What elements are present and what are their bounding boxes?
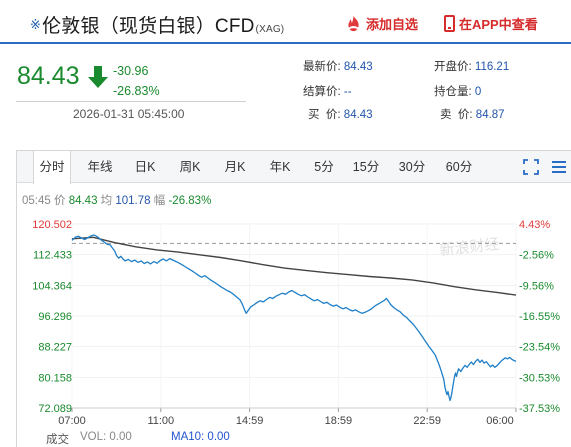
settle-price: 结算价: -- xyxy=(303,83,352,99)
change-value: -30.96 xyxy=(113,64,149,78)
arrow-down-icon xyxy=(88,66,108,88)
y-tick-label: 104.364 xyxy=(32,280,72,292)
title-mark: ※ xyxy=(30,17,42,32)
y-right-tick-label: 4.43% xyxy=(519,219,550,231)
y-right-tick-label: -2.56% xyxy=(519,250,554,262)
latest-price: 最新价: 84.43 xyxy=(303,58,373,74)
y-tick-label: 80.158 xyxy=(38,372,72,384)
x-tick-label: 11:00 xyxy=(147,415,174,427)
open-interest-label: 持仓量: xyxy=(434,86,472,98)
settle-price-label: 结算价: xyxy=(303,86,341,98)
menu-icon[interactable] xyxy=(552,160,566,174)
quote-time: 2026-01-31 05:45:00 xyxy=(73,107,185,121)
cursor-time: 05:45 xyxy=(22,195,51,207)
y-right-tick-label: -37.53% xyxy=(519,403,560,415)
cursor-price: 84.43 xyxy=(68,195,98,207)
open-price-value: 116.21 xyxy=(474,61,510,73)
title-symbol: (XAG) xyxy=(255,24,285,35)
add-favorite-label: 添加自选 xyxy=(366,17,419,32)
tab-60min[interactable]: 60分 xyxy=(445,160,473,174)
tab-year-line[interactable]: 年线 xyxy=(87,160,113,174)
period-tabs: 分时 年线 日K 周K 月K 年K 5分 15分 30分 60分 xyxy=(17,151,571,184)
volume-value: VOL: 0.00 xyxy=(80,431,132,443)
bid-price: 买 价: 84.43 xyxy=(308,106,373,122)
bid-price-label: 买 价: xyxy=(308,109,341,121)
y-right-tick-label: -30.53% xyxy=(519,372,560,384)
current-price: 84.43 xyxy=(17,62,80,90)
y-tick-label: 120.502 xyxy=(32,219,72,231)
fullscreen-icon[interactable] xyxy=(523,159,539,175)
y-right-tick-label: -23.54% xyxy=(519,342,560,354)
y-right-tick-label: -9.56% xyxy=(519,280,554,292)
open-interest: 持仓量: 0 xyxy=(434,83,481,99)
change-percent: -26.83% xyxy=(113,84,160,98)
x-tick-label: 22:59 xyxy=(413,415,441,427)
tab-15min[interactable]: 15分 xyxy=(352,160,380,174)
fire-icon xyxy=(348,15,359,32)
cursor-info: 05:45 价 84.43 均 101.78 幅 -26.83% xyxy=(22,192,211,208)
price-line xyxy=(71,234,517,402)
x-tick-label: 18:59 xyxy=(325,415,353,427)
y-axis-right: 4.43% -2.56% -9.56% -16.55% -23.54% -30.53% -3… xyxy=(519,219,560,415)
cursor-amp: -26.83% xyxy=(168,195,212,207)
average-price-line xyxy=(71,236,517,296)
price-change: -30.96 -26.83% xyxy=(113,61,160,101)
bid-price-value: 84.43 xyxy=(343,109,373,121)
latest-price-value: 84.43 xyxy=(343,61,373,73)
y-tick-label: 96.296 xyxy=(38,311,72,323)
latest-price-label: 最新价: xyxy=(303,61,341,73)
view-in-app-button[interactable]: 在APP中查看 xyxy=(444,14,538,33)
y-tick-label: 72.089 xyxy=(38,403,72,415)
view-in-app-label: 在APP中查看 xyxy=(459,17,538,32)
cursor-avg: 101.78 xyxy=(115,195,151,207)
ask-price-label: 卖 价: xyxy=(440,109,473,121)
page-title: ※伦敦银（现货白银）CFD(XAG) xyxy=(30,11,284,38)
indicator-label[interactable]: 成交 xyxy=(46,434,69,446)
open-price: 开盘价: 116.21 xyxy=(434,58,509,74)
phone-icon xyxy=(444,15,455,32)
y-right-tick-label: -16.55% xyxy=(519,311,560,323)
cursor-amp-label: 幅 xyxy=(153,195,166,207)
x-axis: 07:00 11:00 14:59 18:59 22:59 06:00 xyxy=(58,407,517,427)
open-price-label: 开盘价: xyxy=(434,61,472,73)
quote-divider xyxy=(16,101,246,102)
add-favorite-button[interactable]: 添加自选 xyxy=(345,14,418,33)
tab-monthly-k[interactable]: 月K xyxy=(224,160,246,174)
ask-price-value: 84.87 xyxy=(475,109,505,121)
tab-daily-k[interactable]: 日K xyxy=(134,160,156,174)
settle-price-value: -- xyxy=(343,86,352,98)
ask-price: 卖 价: 84.87 xyxy=(440,106,505,122)
x-tick-label: 06:00 xyxy=(486,415,514,427)
chart-panel: 分时 年线 日K 周K 月K 年K 5分 15分 30分 60分 xyxy=(16,150,571,447)
y-tick-label: 88.227 xyxy=(38,342,72,354)
page-header: ※伦敦银（现货白银）CFD(XAG) 添加自选 在APP中查看 xyxy=(0,0,571,44)
intraday-chart[interactable]: 新浪财经 120.502 112.433 104.364 96.296 88.227 80… xyxy=(0,200,571,428)
x-tick-label: 07:00 xyxy=(58,415,86,427)
y-tick-label: 112.433 xyxy=(33,250,72,262)
watermark: 新浪财经 xyxy=(439,235,501,259)
x-tick-label: 14:59 xyxy=(236,415,264,427)
open-interest-value: 0 xyxy=(474,86,482,98)
tab-intraday[interactable]: 分时 xyxy=(33,151,71,184)
tab-5min[interactable]: 5分 xyxy=(314,160,334,174)
cursor-avg-label: 均 xyxy=(100,195,113,207)
indicator-bar: 成交 VOL: 0.00 MA10: 0.00 xyxy=(0,428,571,447)
tab-30min[interactable]: 30分 xyxy=(398,160,426,174)
y-axis-left: 120.502 112.433 104.364 96.296 88.227 80.158 7… xyxy=(32,219,72,415)
tab-yearly-k[interactable]: 年K xyxy=(269,160,291,174)
cursor-price-label: 价 xyxy=(53,195,66,207)
title-text: 伦敦银（现货白银）CFD xyxy=(42,16,255,37)
tab-weekly-k[interactable]: 周K xyxy=(179,160,201,174)
ma10-value: MA10: 0.00 xyxy=(171,431,230,443)
